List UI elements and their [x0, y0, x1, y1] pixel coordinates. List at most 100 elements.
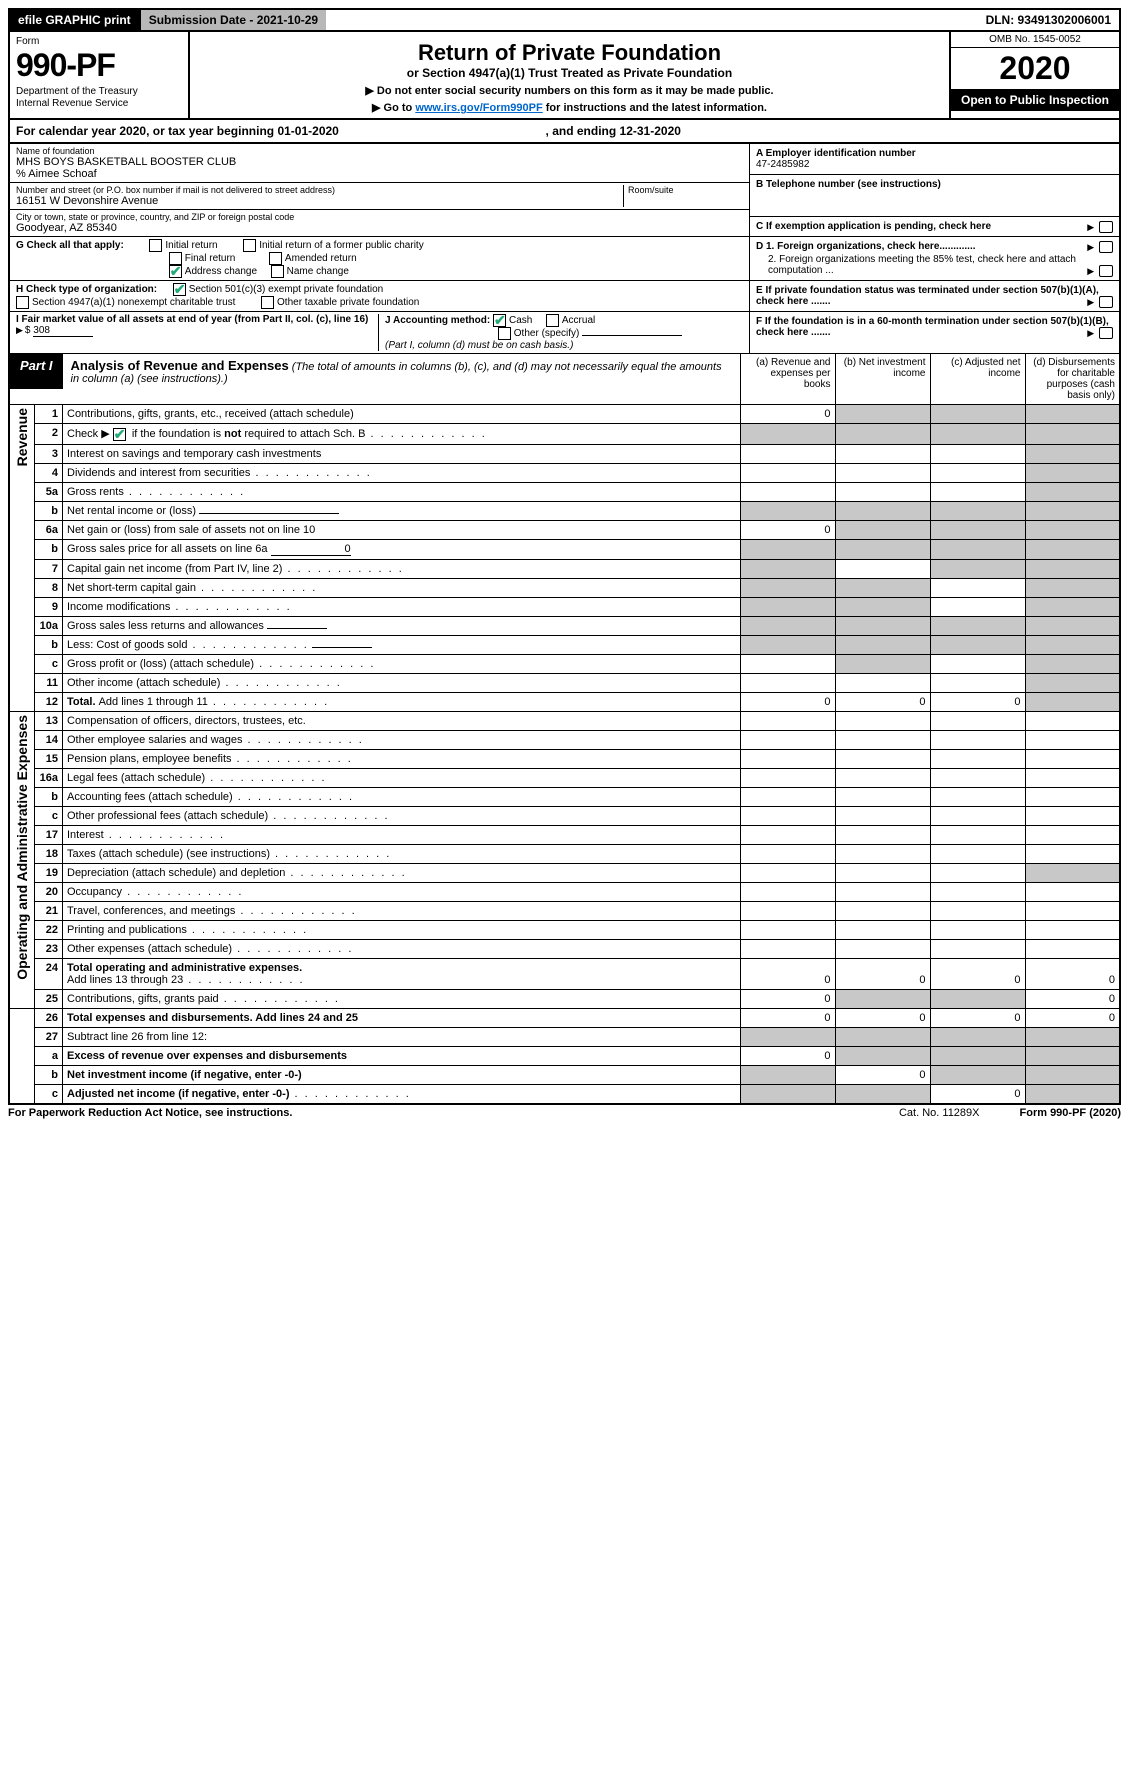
- row-18: 18Taxes (attach schedule) (see instructi…: [9, 844, 1120, 863]
- ein-value: 47-2485982: [756, 159, 1113, 170]
- spacer: [326, 10, 977, 30]
- row-6b: bGross sales price for all assets on lin…: [9, 539, 1120, 559]
- g-checks: G Check all that apply: Initial return I…: [10, 237, 749, 281]
- foundation-name: MHS BOYS BASKETBALL BOOSTER CLUB: [16, 156, 743, 168]
- row-1: Revenue 1Contributions, gifts, grants, e…: [9, 405, 1120, 424]
- info-left: Name of foundation MHS BOYS BASKETBALL B…: [10, 144, 749, 353]
- col-c-header: (c) Adjusted net income: [930, 354, 1025, 405]
- row-5a: 5aGross rents: [9, 482, 1120, 501]
- j-note: (Part I, column (d) must be on cash basi…: [385, 340, 573, 351]
- row-3: 3Interest on savings and temporary cash …: [9, 444, 1120, 463]
- year-begin: 01-01-2020: [277, 124, 338, 138]
- part-tab: Part I: [10, 354, 63, 389]
- efile-label: efile GRAPHIC print: [10, 10, 139, 30]
- chk-4947[interactable]: [16, 296, 29, 309]
- form-title: Return of Private Foundation: [196, 40, 943, 66]
- form-word: Form: [16, 36, 182, 47]
- f-row: F If the foundation is in a 60-month ter…: [750, 312, 1119, 342]
- row-10b: bLess: Cost of goods sold: [9, 635, 1120, 654]
- row-27a: aExcess of revenue over expenses and dis…: [9, 1046, 1120, 1065]
- row-6a: 6aNet gain or (loss) from sale of assets…: [9, 520, 1120, 539]
- form-header: Form 990-PF Department of the TreasuryIn…: [8, 32, 1121, 120]
- form-number: 990-PF: [16, 47, 182, 84]
- addr-row: Number and street (or P.O. box number if…: [10, 183, 749, 210]
- row-27b: bNet investment income (if negative, ent…: [9, 1065, 1120, 1084]
- ein-row: A Employer identification number 47-2485…: [750, 144, 1119, 175]
- chk-name-change[interactable]: [271, 265, 284, 278]
- row-12: 12Total. Add lines 1 through 11000: [9, 692, 1120, 711]
- col-d-header: (d) Disbursements for charitable purpose…: [1025, 354, 1120, 405]
- row-13: Operating and Administrative Expenses 13…: [9, 711, 1120, 730]
- footer-right: Form 990-PF (2020): [1020, 1107, 1122, 1119]
- chk-sch-b[interactable]: [113, 428, 126, 441]
- col-b-header: (b) Net investment income: [835, 354, 930, 405]
- dln: DLN: 93491302006001: [978, 10, 1119, 30]
- chk-f[interactable]: [1099, 327, 1113, 339]
- submission-date: Submission Date - 2021-10-29: [139, 10, 326, 30]
- dept: Department of the TreasuryInternal Reven…: [16, 86, 182, 110]
- ij-row: I Fair market value of all assets at end…: [10, 312, 749, 353]
- header-right: OMB No. 1545-0052 2020 Open to Public In…: [949, 32, 1119, 118]
- row-16c: cOther professional fees (attach schedul…: [9, 806, 1120, 825]
- part-header-row: Part I Analysis of Revenue and Expenses …: [9, 354, 1120, 405]
- chk-e[interactable]: [1099, 296, 1113, 308]
- row-23: 23Other expenses (attach schedule): [9, 939, 1120, 958]
- chk-amended[interactable]: [269, 252, 282, 265]
- calendar-year-row: For calendar year 2020, or tax year begi…: [8, 120, 1121, 144]
- expenses-label: Operating and Administrative Expenses: [14, 715, 30, 980]
- arrow-icon: [16, 325, 25, 336]
- row-20: 20Occupancy: [9, 882, 1120, 901]
- row-16a: 16aLegal fees (attach schedule): [9, 768, 1120, 787]
- row-8: 8Net short-term capital gain: [9, 578, 1120, 597]
- chk-address-change[interactable]: [169, 265, 182, 278]
- top-bar: efile GRAPHIC print Submission Date - 20…: [8, 8, 1121, 32]
- row-4: 4Dividends and interest from securities: [9, 463, 1120, 482]
- row-27: 27Subtract line 26 from line 12:: [9, 1027, 1120, 1046]
- row-14: 14Other employee salaries and wages: [9, 730, 1120, 749]
- instr-2: ▶ Go to www.irs.gov/Form990PF for instru…: [196, 101, 943, 114]
- instr-1: ▶ Do not enter social security numbers o…: [196, 84, 943, 97]
- row-9: 9Income modifications: [9, 597, 1120, 616]
- chk-d1[interactable]: [1099, 241, 1113, 253]
- row-24: 24Total operating and administrative exp…: [9, 958, 1120, 989]
- tax-year: 2020: [951, 48, 1119, 89]
- chk-c[interactable]: [1099, 221, 1113, 233]
- chk-other-taxable[interactable]: [261, 296, 274, 309]
- row-10a: 10aGross sales less returns and allowanc…: [9, 616, 1120, 635]
- h-checks: H Check type of organization: Section 50…: [10, 281, 749, 312]
- tel-row: B Telephone number (see instructions): [750, 175, 1119, 217]
- row-25: 25Contributions, gifts, grants paid00: [9, 989, 1120, 1008]
- d-row: D 1. Foreign organizations, check here..…: [750, 237, 1119, 281]
- row-2: 2 Check ▶ if the foundation is not requi…: [9, 424, 1120, 445]
- chk-501c3[interactable]: [173, 283, 186, 296]
- row-5b: bNet rental income or (loss): [9, 501, 1120, 520]
- col-a-header: (a) Revenue and expenses per books: [740, 354, 835, 405]
- chk-initial-former[interactable]: [243, 239, 256, 252]
- row-11: 11Other income (attach schedule): [9, 673, 1120, 692]
- info-grid: Name of foundation MHS BOYS BASKETBALL B…: [8, 144, 1121, 353]
- chk-initial[interactable]: [149, 239, 162, 252]
- arrow-icon: [1087, 222, 1096, 233]
- analysis-table: Part I Analysis of Revenue and Expenses …: [8, 353, 1121, 1105]
- row-16b: bAccounting fees (attach schedule): [9, 787, 1120, 806]
- row-27c: cAdjusted net income (if negative, enter…: [9, 1084, 1120, 1104]
- c-row: C If exemption application is pending, c…: [750, 217, 1119, 237]
- chk-d2[interactable]: [1099, 265, 1113, 277]
- part-title: Analysis of Revenue and Expenses (The to…: [63, 354, 740, 389]
- row-26: 26Total expenses and disbursements. Add …: [9, 1008, 1120, 1027]
- chk-cash[interactable]: [493, 314, 506, 327]
- revenue-label: Revenue: [14, 408, 30, 466]
- row-17: 17Interest: [9, 825, 1120, 844]
- instructions-link[interactable]: www.irs.gov/Form990PF: [415, 102, 542, 114]
- footer-mid: Cat. No. 11289X: [859, 1107, 1020, 1119]
- open-inspection: Open to Public Inspection: [951, 89, 1119, 111]
- form-subtitle: or Section 4947(a)(1) Trust Treated as P…: [196, 66, 943, 80]
- city-row: City or town, state or province, country…: [10, 210, 749, 237]
- chk-accrual[interactable]: [546, 314, 559, 327]
- chk-other-method[interactable]: [498, 327, 511, 340]
- row-21: 21Travel, conferences, and meetings: [9, 901, 1120, 920]
- row-15: 15Pension plans, employee benefits: [9, 749, 1120, 768]
- e-row: E If private foundation status was termi…: [750, 281, 1119, 312]
- row-7: 7Capital gain net income (from Part IV, …: [9, 559, 1120, 578]
- footer: For Paperwork Reduction Act Notice, see …: [8, 1107, 1121, 1119]
